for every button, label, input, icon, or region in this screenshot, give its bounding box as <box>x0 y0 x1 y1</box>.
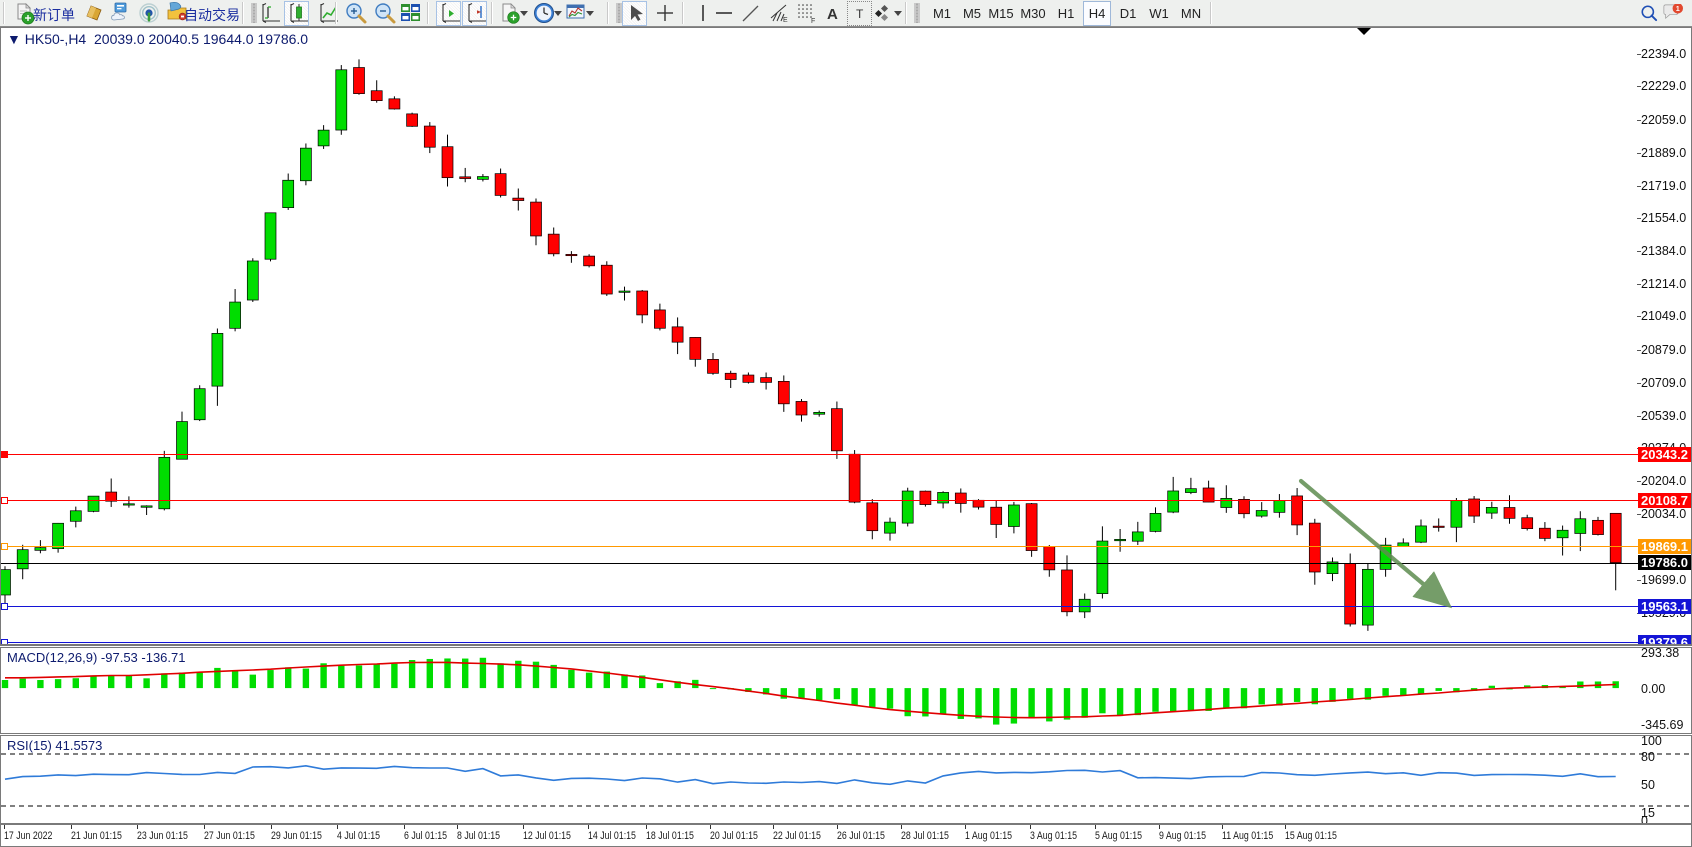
svg-text:T: T <box>856 7 864 21</box>
svg-text:F: F <box>811 18 815 25</box>
svg-text:E: E <box>783 17 788 24</box>
svg-text:A: A <box>827 6 838 23</box>
svg-text:1: 1 <box>1676 4 1680 13</box>
